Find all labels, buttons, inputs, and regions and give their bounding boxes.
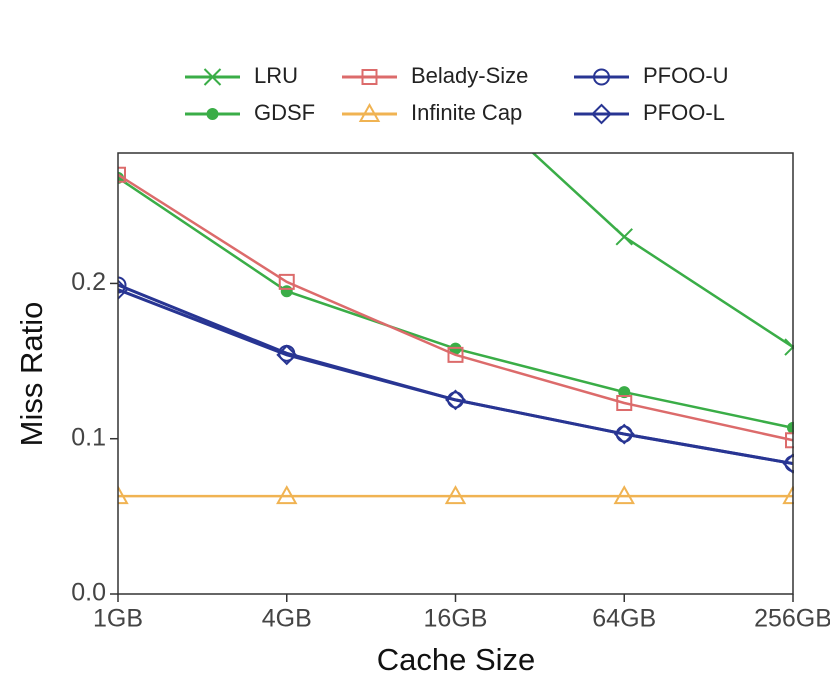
x-axis-label: Cache Size xyxy=(377,642,536,677)
marker xyxy=(276,344,298,366)
series-line xyxy=(118,173,794,442)
marker xyxy=(358,102,381,122)
legend-label: LRU xyxy=(254,63,298,88)
legend-label: PFOO-L xyxy=(643,100,725,125)
y-tick-label: 0.1 xyxy=(71,423,106,451)
marker xyxy=(278,273,295,290)
legend-label: GDSF xyxy=(254,100,315,125)
marker xyxy=(593,68,610,86)
plot-frame xyxy=(117,152,794,595)
marker xyxy=(616,395,633,412)
marker xyxy=(613,423,635,445)
y-tick-label: 0.0 xyxy=(71,579,106,607)
x-tick-label: 1GB xyxy=(93,605,143,633)
marker xyxy=(203,68,222,86)
legend-label: Infinite Cap xyxy=(411,100,522,125)
marker xyxy=(615,228,633,246)
marker xyxy=(445,389,466,411)
marker xyxy=(447,346,464,363)
marker xyxy=(118,166,126,183)
x-tick-label: 16GB xyxy=(424,605,488,633)
marker xyxy=(118,279,129,301)
marker xyxy=(618,386,631,399)
marker xyxy=(591,103,612,125)
series-line xyxy=(118,283,794,466)
y-axis-label: Miss Ratio xyxy=(14,302,49,447)
legend-label: Belady-Size xyxy=(411,63,528,88)
y-tick-label: 0.2 xyxy=(71,268,106,296)
x-tick-label: 64GB xyxy=(592,605,656,633)
marker xyxy=(118,485,129,505)
plot-area xyxy=(118,153,794,505)
marker xyxy=(118,276,127,294)
marker xyxy=(280,285,293,298)
legend-label: PFOO-U xyxy=(643,63,729,88)
marker xyxy=(361,69,378,85)
marker xyxy=(276,485,298,505)
marker xyxy=(613,485,635,505)
marker xyxy=(206,108,219,120)
x-tick-label: 256GB xyxy=(754,605,830,633)
x-tick-label: 4GB xyxy=(262,605,312,633)
series-line xyxy=(118,288,794,466)
marker xyxy=(444,485,467,505)
